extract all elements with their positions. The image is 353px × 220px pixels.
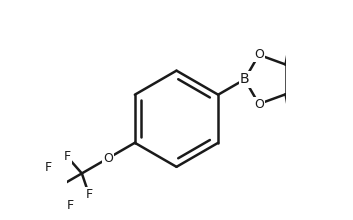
Text: F: F	[66, 199, 74, 212]
Text: F: F	[64, 150, 71, 163]
Text: O: O	[103, 152, 113, 165]
Text: F: F	[85, 188, 92, 201]
Text: F: F	[44, 161, 52, 174]
Text: O: O	[254, 48, 264, 61]
Text: O: O	[254, 97, 264, 110]
Text: B: B	[240, 72, 250, 86]
